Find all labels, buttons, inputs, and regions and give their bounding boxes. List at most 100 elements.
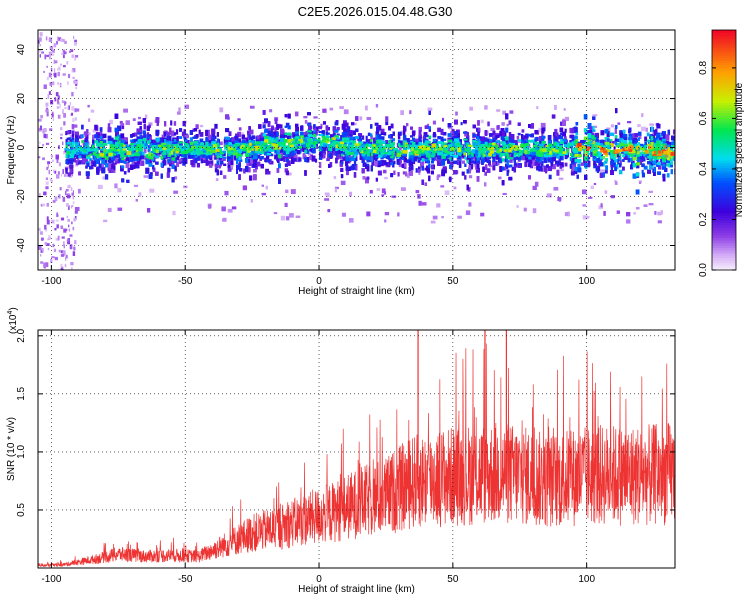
heatmap-cell: [554, 104, 557, 110]
heatmap-cell: [653, 130, 657, 136]
heatmap-cell: [448, 125, 453, 130]
heatmap-cell: [304, 170, 307, 176]
heatmap-cell: [440, 157, 445, 161]
heatmap-cell: [57, 82, 60, 85]
heatmap-cell: [649, 123, 655, 126]
heatmap-cell: [285, 170, 289, 176]
heatmap-cell: [540, 160, 544, 167]
heatmap-cell: [385, 116, 389, 122]
heatmap-cell: [54, 196, 58, 202]
heatmap-cell: [70, 261, 74, 266]
heatmap-cell: [525, 133, 529, 139]
heatmap-cell: [75, 55, 79, 58]
heatmap-cell: [390, 123, 394, 129]
heatmap-cell: [463, 120, 467, 124]
heatmap-cell: [60, 217, 65, 221]
heatmap-cell: [668, 162, 672, 168]
heatmap-cell: [67, 205, 70, 210]
heatmap-cell: [626, 211, 631, 217]
heatmap-cell: [148, 122, 153, 126]
heatmap-cell: [285, 216, 290, 221]
heatmap-cell: [305, 156, 310, 163]
heatmap-cell: [590, 132, 595, 136]
heatmap-cell: [92, 161, 96, 167]
heatmap-cell: [63, 113, 67, 118]
heatmap-cell: [60, 83, 62, 87]
heatmap-cell: [584, 174, 588, 180]
heatmap-cell: [44, 262, 49, 267]
heatmap-cell: [280, 215, 286, 221]
heatmap-cell: [45, 109, 49, 113]
heatmap-cell: [39, 141, 41, 144]
heatmap-cell: [44, 242, 47, 246]
heatmap-cell: [171, 177, 175, 183]
heatmap-cell: [366, 116, 372, 120]
heatmap-cell: [307, 153, 311, 156]
heatmap-cell: [149, 188, 155, 193]
heatmap-cell: [604, 160, 608, 164]
heatmap-cell: [593, 182, 597, 186]
heatmap-cell: [149, 158, 152, 163]
heatmap-cell: [63, 174, 67, 177]
heatmap-cell: [48, 169, 51, 175]
heatmap-cell: [267, 121, 271, 127]
heatmap-cell: [51, 53, 55, 56]
heatmap-cell: [638, 180, 643, 184]
heatmap-cell: [304, 120, 308, 124]
heatmap-cell: [60, 133, 63, 136]
heatmap-cell: [444, 190, 450, 196]
heatmap-cell: [239, 132, 244, 137]
heatmap-cell: [468, 202, 472, 207]
heatmap-cell: [299, 147, 304, 152]
heatmap-cell: [539, 136, 543, 141]
heatmap-cell: [66, 254, 68, 259]
heatmap-cell: [50, 155, 54, 158]
heatmap-cell: [639, 181, 642, 185]
heatmap-cell: [146, 207, 151, 213]
heatmap-cell: [67, 81, 69, 85]
heatmap-cell: [636, 163, 640, 169]
heatmap-cell: [600, 203, 603, 208]
heatmap-cell: [547, 166, 552, 172]
heatmap-cell: [340, 134, 344, 141]
heatmap-cell: [183, 159, 188, 164]
heatmap-cell: [369, 140, 373, 144]
heatmap-cell: [68, 228, 71, 232]
heatmap-cell: [313, 124, 316, 130]
heatmap-cell: [73, 42, 77, 46]
heatmap-cell: [123, 171, 127, 175]
heatmap-cell: [44, 133, 48, 139]
heatmap-cell: [671, 155, 675, 161]
heatmap-cell: [43, 262, 47, 268]
heatmap-cell: [70, 267, 73, 270]
heatmap-cell: [61, 100, 65, 103]
heatmap-cell: [474, 159, 478, 165]
heatmap-cell: [64, 101, 66, 106]
heatmap-cell: [137, 116, 142, 120]
heatmap-cell: [569, 127, 573, 134]
heatmap-cell: [81, 124, 84, 130]
heatmap-cell: [587, 160, 591, 167]
heatmap-cell: [295, 127, 299, 132]
heatmap-cell: [380, 130, 385, 135]
heatmap-cell: [492, 160, 496, 165]
heatmap-cell: [208, 204, 212, 209]
heatmap-cell: [398, 162, 402, 168]
heatmap-cell: [619, 159, 622, 166]
heatmap-cell: [465, 135, 470, 141]
heatmap-cell: [603, 210, 606, 216]
heatmap-cell: [173, 190, 179, 194]
heatmap-cell: [359, 116, 363, 121]
heatmap-cell: [421, 202, 427, 206]
heatmap-cell: [62, 251, 66, 256]
heatmap-cell: [67, 192, 70, 197]
heatmap-cell: [614, 128, 617, 134]
heatmap-cell: [65, 131, 68, 136]
heatmap-cell: [60, 267, 64, 270]
heatmap-cell: [41, 203, 46, 207]
heatmap-cell: [75, 86, 78, 90]
heatmap-cell: [98, 163, 102, 169]
heatmap-cell: [376, 187, 381, 191]
heatmap-cell: [533, 166, 539, 169]
heatmap-cell: [42, 157, 45, 160]
